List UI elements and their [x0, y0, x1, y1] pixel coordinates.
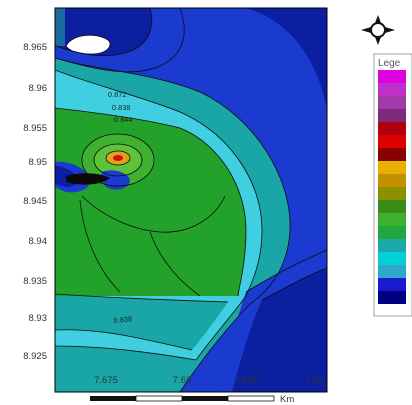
x-tick-label: 7.685: [234, 375, 258, 386]
legend-swatch: [378, 265, 406, 278]
legend-swatch: [378, 96, 406, 109]
legend: Lege: [373, 53, 412, 317]
y-tick-label: 8.955: [23, 123, 47, 134]
scale-bar-unit: Km: [280, 394, 294, 405]
inner-teal-band: [55, 294, 228, 350]
legend-swatch: [378, 148, 406, 161]
legend-swatch: [378, 252, 406, 265]
legend-swatch: [378, 109, 406, 122]
x-tick-label: 7.675: [94, 375, 118, 386]
legend-swatch: [378, 174, 406, 187]
legend-swatch: [378, 200, 406, 213]
north-arrow-icon: [361, 15, 395, 45]
y-tick-label: 8.93: [29, 313, 48, 324]
scale-bar: Km: [90, 394, 294, 405]
white-void: [66, 35, 111, 54]
legend-swatch: [378, 278, 406, 291]
legend-swatch: [378, 187, 406, 200]
legend-swatch: [378, 122, 406, 135]
top-left-strip: [55, 8, 65, 46]
y-tick-label: 8.95: [29, 157, 48, 168]
x-tick-label: 7.68: [173, 375, 192, 386]
anomaly-core: [113, 155, 123, 161]
y-axis: 8.965 8.96 8.955 8.95 8.945 8.94 8.935 8…: [23, 42, 47, 362]
contour-lines: [55, 8, 327, 392]
contour-label-2: 0.838: [112, 105, 131, 112]
legend-swatches: [378, 70, 406, 304]
x-tick-label: 7.69: [305, 375, 324, 386]
contour-label-4: 0.838: [113, 316, 132, 325]
legend-swatch: [378, 239, 406, 252]
legend-swatch: [378, 161, 406, 174]
dark-blue-sea: [232, 268, 327, 392]
y-tick-label: 8.945: [23, 196, 47, 207]
contour-label-1: 0.872: [108, 92, 127, 99]
legend-title: Lege: [378, 58, 401, 69]
legend-swatch: [378, 226, 406, 239]
legend-swatch: [378, 291, 406, 304]
y-tick-label: 8.94: [29, 236, 48, 247]
y-tick-label: 8.925: [23, 351, 47, 362]
legend-swatch: [378, 213, 406, 226]
legend-swatch: [378, 135, 406, 148]
y-tick-label: 8.96: [29, 83, 48, 94]
contour-label-3: 0.844: [114, 117, 133, 124]
y-tick-label: 8.965: [23, 42, 47, 53]
x-axis: 7.675 7.68 7.685 7.69: [94, 375, 323, 386]
map-frame: [54, 7, 328, 393]
legend-swatch: [378, 70, 406, 83]
legend-swatch: [378, 83, 406, 96]
contour-map: 0.872 0.838 0.844 0.838: [54, 7, 328, 393]
y-tick-label: 8.935: [23, 276, 47, 287]
